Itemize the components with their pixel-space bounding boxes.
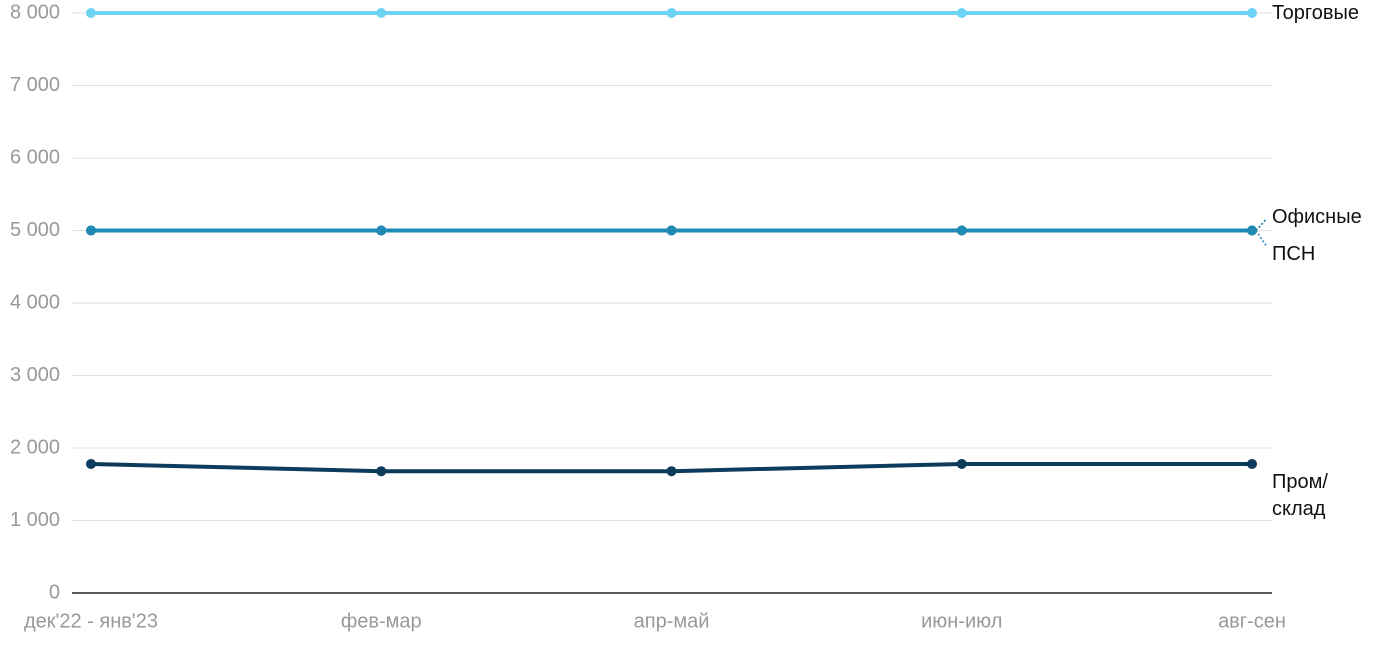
series-label: ПСН	[1272, 242, 1316, 265]
y-tick-label: 8 000	[10, 1, 60, 23]
y-tick-label: 5 000	[10, 219, 60, 241]
y-tick-label: 6 000	[10, 146, 60, 168]
series-label: Торговые	[1272, 2, 1360, 24]
data-point	[376, 466, 387, 477]
y-tick-label: 2 000	[10, 436, 60, 458]
data-point	[86, 225, 96, 236]
data-point	[376, 8, 387, 18]
data-point	[376, 225, 387, 236]
data-point	[956, 458, 967, 469]
label-leader	[1255, 230, 1267, 246]
y-tick-label: 1 000	[10, 509, 60, 531]
x-tick-label: авг-сен	[1218, 610, 1286, 632]
data-point	[666, 225, 677, 236]
data-point	[666, 466, 677, 477]
data-point	[1247, 225, 1257, 236]
data-point	[1247, 8, 1257, 18]
y-tick-label: 0	[49, 581, 60, 603]
data-point	[666, 8, 677, 18]
x-tick-label: июн-июл	[921, 610, 1002, 632]
y-tick-label: 4 000	[10, 291, 60, 313]
data-point	[956, 8, 967, 18]
series-label: Офисные	[1272, 205, 1362, 228]
data-point	[86, 458, 96, 469]
series-label: Пром/ склад	[1272, 470, 1328, 520]
data-point	[86, 8, 96, 18]
label-leader	[1255, 218, 1267, 232]
x-tick-label: фев-мар	[341, 610, 422, 632]
data-point	[1247, 458, 1257, 469]
x-tick-label: апр-май	[634, 610, 710, 632]
y-tick-label: 3 000	[10, 364, 60, 386]
x-tick-label: дек'22 - янв'23	[24, 610, 158, 632]
y-tick-label: 7 000	[10, 74, 60, 96]
data-point	[956, 225, 967, 236]
